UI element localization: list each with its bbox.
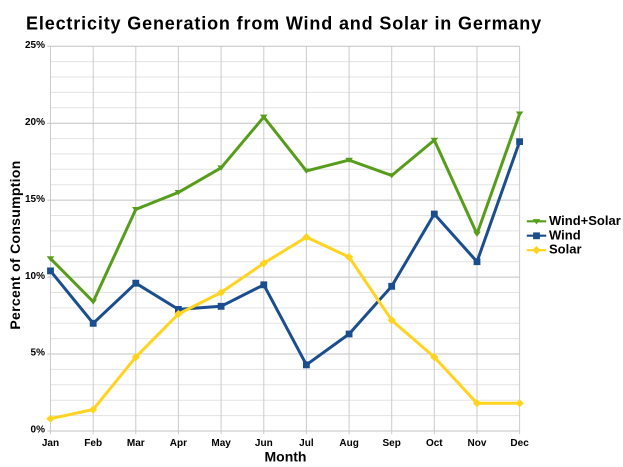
- svg-text:15%: 15%: [25, 194, 45, 205]
- svg-text:5%: 5%: [31, 348, 46, 359]
- svg-text:Electricity Generation from Wi: Electricity Generation from Wind and Sol…: [26, 14, 542, 34]
- svg-text:May: May: [211, 438, 231, 449]
- svg-text:Feb: Feb: [84, 438, 102, 449]
- svg-text:Mar: Mar: [127, 438, 145, 449]
- svg-text:0%: 0%: [31, 425, 46, 436]
- svg-text:Jun: Jun: [255, 438, 273, 449]
- svg-text:20%: 20%: [25, 117, 45, 128]
- svg-text:Aug: Aug: [339, 438, 358, 449]
- svg-text:Percent of Consumption: Percent of Consumption: [7, 160, 23, 329]
- svg-text:Jul: Jul: [299, 438, 314, 449]
- svg-text:Solar: Solar: [549, 242, 582, 257]
- svg-text:Wind+Solar: Wind+Solar: [549, 213, 621, 228]
- svg-text:Jan: Jan: [42, 438, 59, 449]
- svg-text:Nov: Nov: [468, 438, 487, 449]
- svg-text:Apr: Apr: [170, 438, 187, 449]
- svg-text:Dec: Dec: [510, 438, 529, 449]
- svg-text:Oct: Oct: [426, 438, 443, 449]
- svg-text:Sep: Sep: [383, 438, 401, 449]
- svg-text:25%: 25%: [25, 40, 45, 51]
- svg-text:Wind: Wind: [549, 227, 581, 242]
- svg-text:Month: Month: [265, 449, 307, 465]
- svg-text:10%: 10%: [25, 271, 45, 282]
